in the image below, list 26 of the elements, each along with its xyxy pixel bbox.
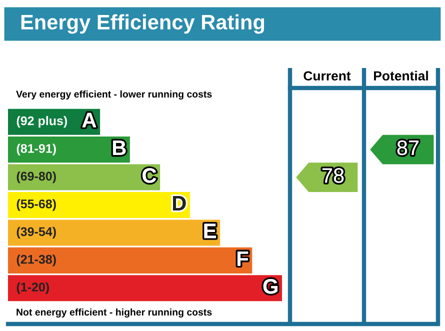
text: 78	[322, 168, 344, 183]
bar	[8, 247, 252, 274]
text: Current	[304, 71, 351, 81]
y-tick-label: (39-54)	[16, 226, 56, 239]
annotation: G	[263, 278, 278, 294]
annotation: F	[238, 251, 248, 266]
annotation: E	[204, 224, 216, 238]
text: Very energy efficient - lower running costs	[16, 90, 212, 100]
y-tick-label: (21-38)	[16, 254, 56, 266]
text: Not energy efficient - higher running costs	[16, 308, 212, 318]
bar	[8, 275, 282, 302]
text: 87	[397, 140, 419, 156]
bar	[8, 192, 190, 218]
annotation: D	[172, 196, 186, 210]
y-tick-label: (81-91)	[16, 144, 56, 156]
annotation: C	[142, 168, 156, 183]
text: Potential	[374, 70, 428, 81]
bar	[8, 220, 220, 246]
y-tick-label: (92 plus)	[16, 116, 67, 128]
y-tick-label: (55-68)	[16, 199, 56, 211]
y-tick-label: (69-80)	[16, 171, 56, 184]
annotation: B	[112, 140, 126, 155]
y-tick-label: (1-20)	[16, 282, 49, 294]
bar	[8, 164, 160, 190]
chart-title: Energy Efficiency Rating	[21, 14, 264, 34]
annotation: A	[82, 112, 96, 128]
